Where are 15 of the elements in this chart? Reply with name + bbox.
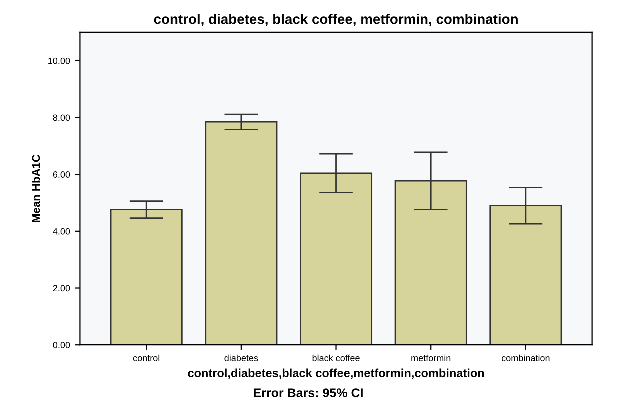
x-tick-label: diabetes [224, 354, 258, 362]
y-tick-label: 6.00 [53, 172, 70, 178]
x-axis-title: control,diabetes,black coffee,metformin,combination [188, 368, 484, 380]
y-tick-label: 2.00 [53, 285, 70, 292]
y-tick-label: 8.00 [53, 114, 70, 122]
text: Error Bars: 95% CI [254, 388, 363, 398]
y-tick-label: 0.00 [53, 342, 70, 348]
chart-title: control, diabetes, black coffee, metformin, combination [154, 14, 518, 26]
x-tick-label: control [133, 354, 160, 362]
y-tick-label: 10.00 [48, 58, 70, 64]
x-tick-label: metformin [412, 354, 451, 362]
y-tick-label: 4.00 [53, 228, 70, 235]
x-tick-label: combination [502, 354, 550, 362]
x-tick-label: black coffee [312, 354, 360, 362]
y-axis-title: Mean HbA1C [32, 154, 40, 222]
